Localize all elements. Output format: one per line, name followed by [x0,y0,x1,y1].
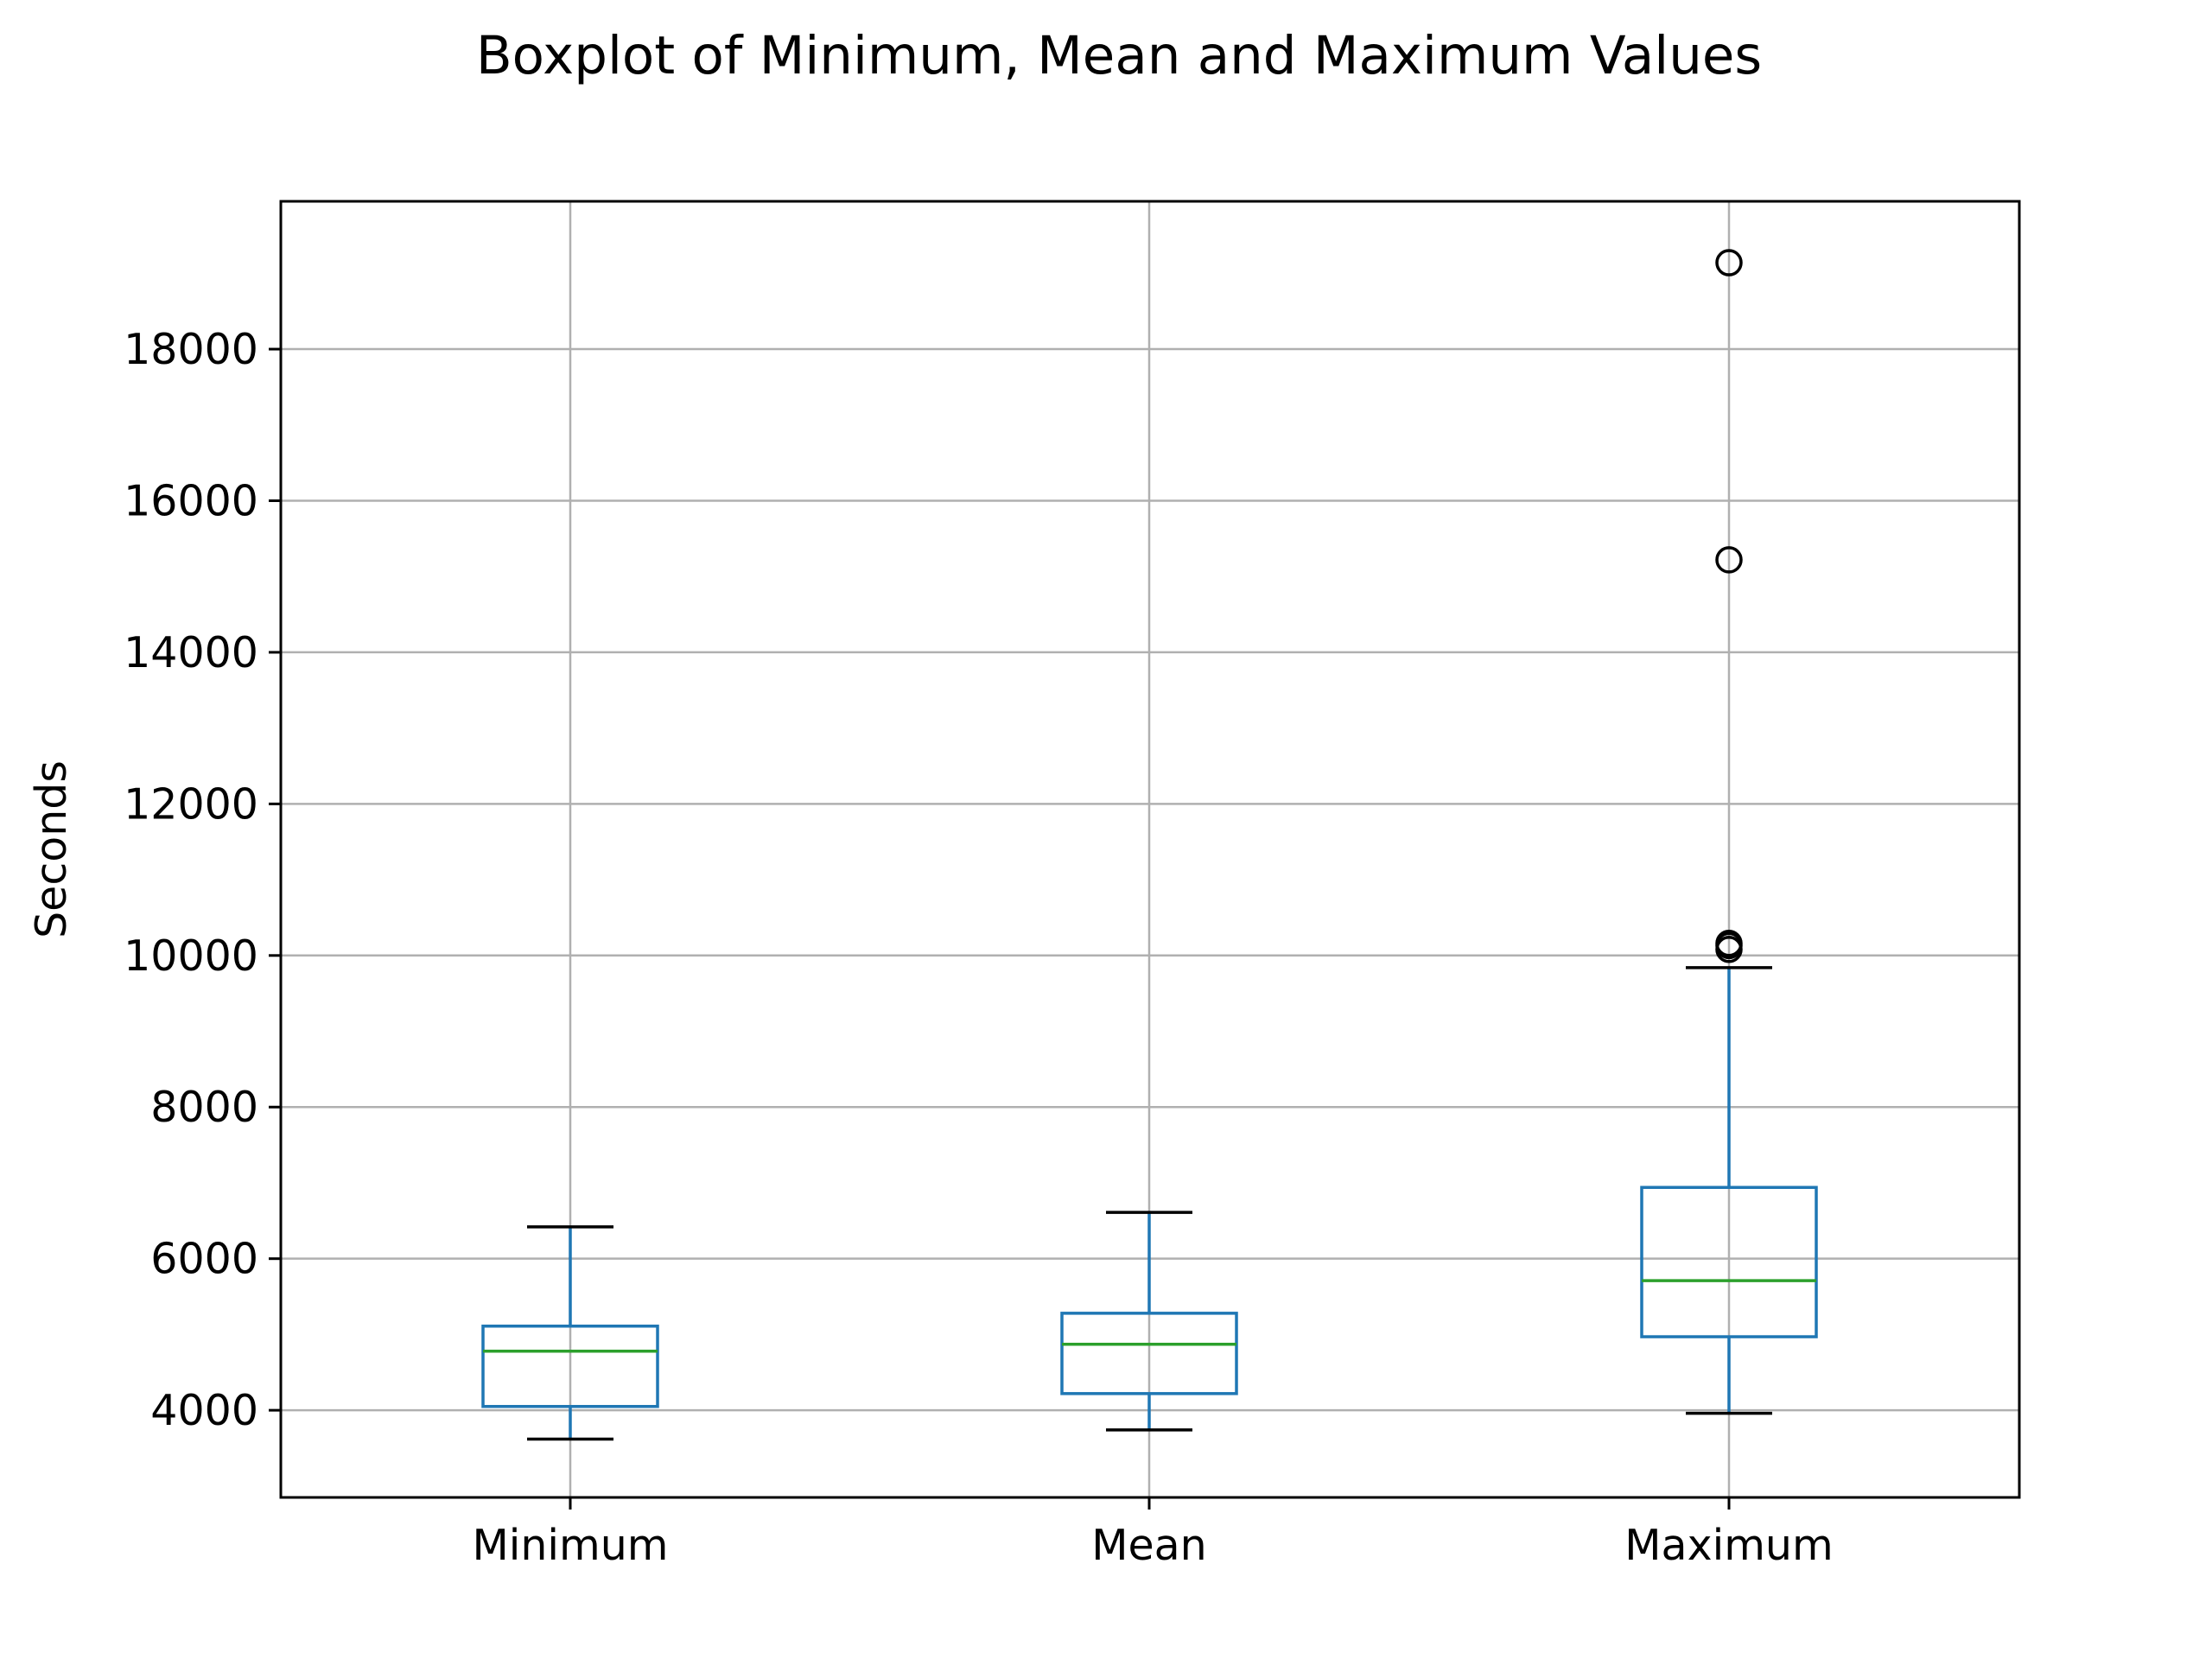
x-tick-label: Mean [1091,1521,1207,1570]
x-tick-label: Maximum [1624,1521,1833,1570]
plot-area-frame [279,200,2021,1499]
box-group-mean [1060,1211,1238,1432]
iqr-box [1640,1185,1818,1338]
x-tick-label: Minimum [472,1521,668,1570]
y-axis-label: Seconds [27,760,76,938]
outlier-point [1715,546,1743,574]
y-tick-label: 10000 [124,931,258,981]
boxes-layer [481,249,1818,1441]
outlier-point [1715,930,1743,957]
chart-title: Boxplot of Minimum, Mean and Maximum Val… [476,25,1762,86]
y-tick-label: 14000 [124,628,258,677]
box-group-minimum [481,1225,659,1441]
outlier-point [1715,249,1743,276]
y-tick-label: 4000 [150,1386,258,1435]
y-tick-label: 16000 [124,476,258,525]
y-tick-label: 6000 [150,1235,258,1284]
box-group-maximum [1640,249,1818,1415]
axis-layer: Minimum Mean Maximum 4000 6000 8000 10000 12000… [124,325,1834,1570]
y-tick-label: 8000 [150,1083,258,1132]
iqr-box [1060,1312,1238,1395]
y-tick-label: 12000 [124,779,258,829]
y-tick-label: 18000 [124,325,258,374]
iqr-box [481,1325,659,1408]
